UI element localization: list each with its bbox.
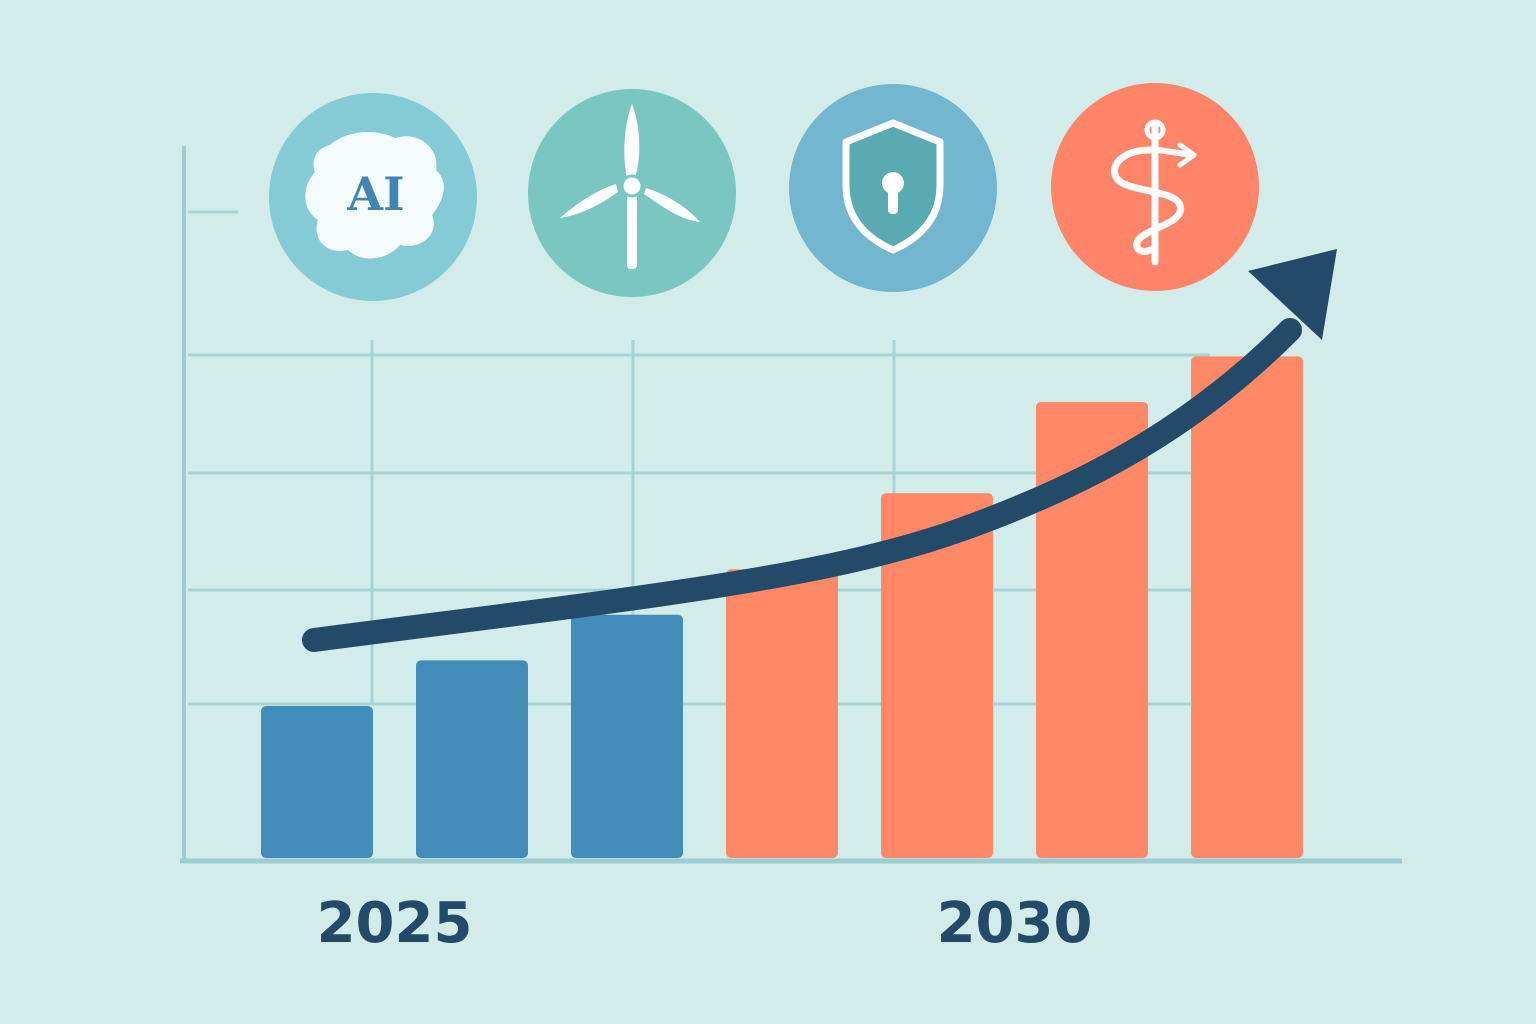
trend-arrow-head: [1248, 249, 1337, 340]
x-tick-label-2030: 2030: [937, 891, 1093, 956]
x-axis-labels: 2025 2030: [317, 891, 1093, 956]
bar-2025: [261, 706, 373, 858]
ai-brain-icon: AI: [269, 93, 477, 301]
wind-turbine-icon: [528, 89, 736, 297]
bar-2028: [726, 569, 838, 858]
trend-arrow-line: [302, 318, 1302, 652]
bar-2030: [1036, 402, 1148, 858]
bar-2029: [881, 493, 993, 858]
bars: [261, 356, 1303, 858]
bar-2026: [416, 660, 528, 858]
bar-2031: [1191, 356, 1303, 858]
shield-lock-icon: [789, 84, 997, 292]
bar-2027: [571, 614, 683, 858]
x-tick-label-2025: 2025: [317, 891, 473, 956]
ai-icon-text: AI: [346, 167, 404, 221]
caduceus-icon: [1051, 83, 1259, 291]
axes: [180, 146, 1402, 864]
